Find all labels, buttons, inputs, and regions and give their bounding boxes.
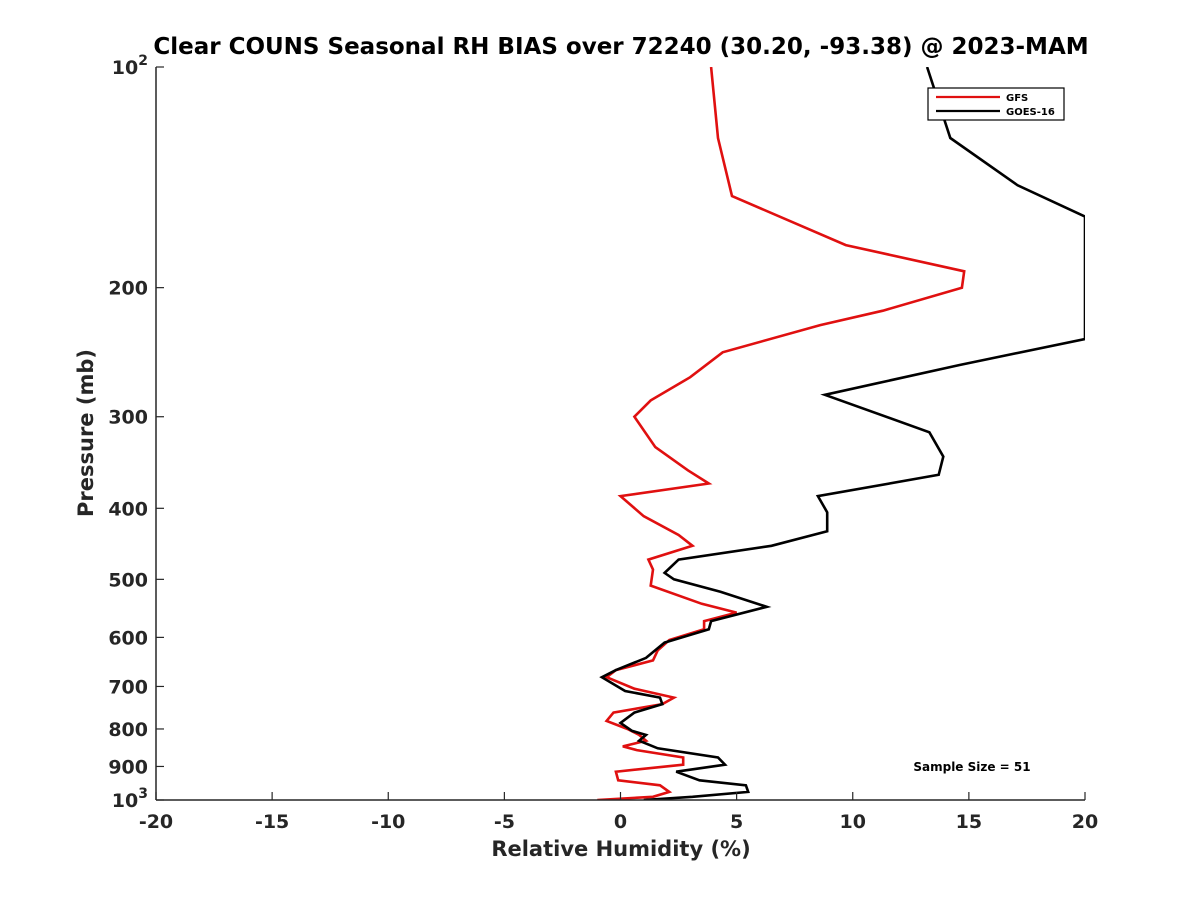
y-tick-label: 600 (108, 627, 148, 649)
y-tick-label: 102 (112, 53, 148, 79)
legend-box (927, 87, 1065, 121)
y-tick-label: 800 (108, 719, 148, 741)
y-tick-label: 900 (108, 756, 148, 778)
y-tick-label: 300 (108, 407, 148, 429)
x-tick-label: 0 (614, 811, 627, 833)
legend-label-goes16: GOES-16 (1006, 107, 1055, 118)
x-tick-label: -5 (494, 811, 515, 833)
y-tick-label: 400 (108, 498, 148, 520)
x-tick-label: 5 (730, 811, 743, 833)
x-tick-label: 20 (1072, 811, 1098, 833)
series-layer (597, 67, 1085, 800)
x-tick-label: 15 (956, 811, 982, 833)
legend: GFS GOES-16 (927, 87, 1065, 121)
plot-area (156, 67, 1085, 800)
x-tick-label: -10 (371, 811, 405, 833)
x-ticks: -20 -15 -10 -5 0 5 10 15 20 (139, 792, 1098, 833)
y-tick-label: 103 (112, 786, 148, 812)
y-axis-label: Pressure (mb) (74, 349, 98, 517)
x-tick-label: 10 (840, 811, 866, 833)
x-tick-label: -15 (255, 811, 289, 833)
series-line-goes16 (599, 67, 1085, 800)
series-line-gfs (597, 67, 966, 800)
legend-label-gfs: GFS (1006, 93, 1028, 104)
y-ticks: 102 200 300 400 500 600 700 800 900 103 (108, 53, 164, 812)
y-tick-label: 700 (108, 676, 148, 698)
y-tick-label: 200 (108, 278, 148, 300)
sample-size-annotation: Sample Size = 51 (913, 760, 1030, 774)
x-tick-label: -20 (139, 811, 173, 833)
y-tick-label: 500 (108, 569, 148, 591)
chart-title: Clear COUNS Seasonal RH BIAS over 72240 … (153, 34, 1088, 60)
x-axis-label: Relative Humidity (%) (491, 837, 750, 861)
